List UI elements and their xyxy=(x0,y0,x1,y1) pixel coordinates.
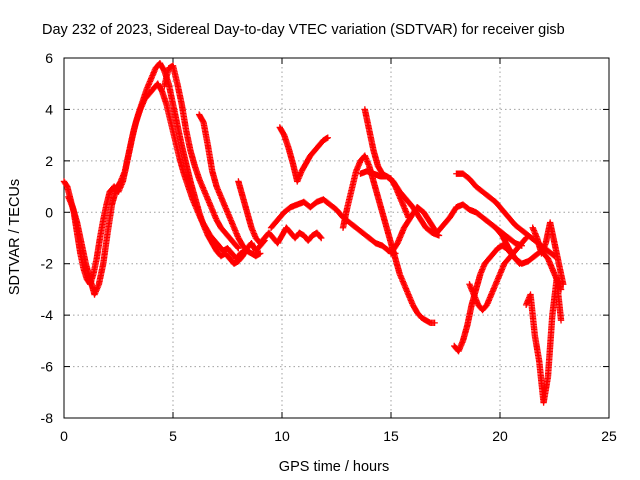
series-markers xyxy=(276,124,331,185)
y-tick-label: 2 xyxy=(45,153,53,169)
series-track-5 xyxy=(235,178,325,247)
y-tick-label: -6 xyxy=(41,359,54,375)
y-axis-label: SDTVAR / TECUs xyxy=(7,179,23,295)
series-track-2 xyxy=(65,59,268,298)
data-markers xyxy=(60,59,567,406)
series-markers xyxy=(267,196,399,257)
plot-border xyxy=(63,57,610,419)
series-track-17 xyxy=(529,219,567,288)
y-tick-label: 6 xyxy=(45,50,53,66)
series-track-16 xyxy=(522,275,565,406)
y-tick-label: -2 xyxy=(41,256,54,272)
x-tick-label: 15 xyxy=(383,428,399,444)
x-tick-label: 0 xyxy=(60,428,68,444)
series-track-3 xyxy=(161,62,242,252)
series-markers xyxy=(235,178,325,247)
x-tick-label: 10 xyxy=(274,428,290,444)
series-track-4 xyxy=(195,111,264,260)
axis-ticks: 0 5 10 15 20 25 -8 -6 -4 -2 0 2 4 6 xyxy=(41,50,617,444)
chart-title: Day 232 of 2023, Sidereal Day-to-day VTE… xyxy=(42,22,565,38)
x-axis-label: GPS time / hours xyxy=(279,459,389,475)
y-tick-label: 0 xyxy=(45,204,53,220)
plot-frame xyxy=(63,57,610,419)
series-markers xyxy=(65,59,268,298)
series-track-6 xyxy=(276,124,331,185)
series-markers xyxy=(195,111,264,260)
y-tick-label: -8 xyxy=(41,410,54,426)
series-track-7 xyxy=(267,196,399,257)
y-tick-label: 4 xyxy=(45,101,53,117)
y-tick-label: -4 xyxy=(41,307,54,323)
x-tick-label: 5 xyxy=(169,428,177,444)
series-markers xyxy=(161,62,242,252)
x-tick-label: 25 xyxy=(601,428,617,444)
series-markers xyxy=(529,219,567,288)
series-markers xyxy=(522,275,565,406)
x-tick-label: 20 xyxy=(492,428,508,444)
